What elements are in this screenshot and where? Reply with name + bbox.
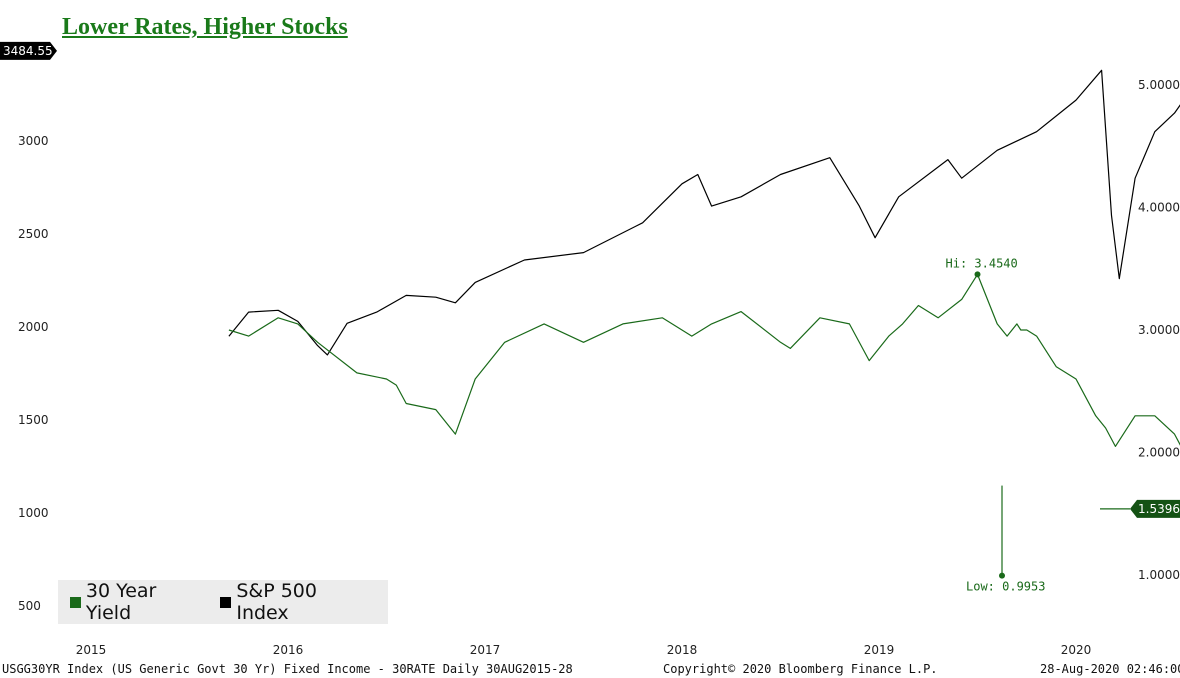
x-axis-ticks: 2015 2016 2017 2018 2019 2020 — [76, 643, 1092, 657]
legend-label-yield: 30 Year Yield — [85, 580, 157, 624]
right-tick-4.0000: 4.0000 — [1138, 201, 1180, 215]
sp500-last-value: 3484.55 — [3, 44, 53, 58]
left-tick-3000: 3000 — [18, 134, 49, 148]
chart-title: Lower Rates, Higher Stocks — [62, 14, 348, 40]
right-tick-3.0000: 3.0000 — [1138, 323, 1180, 337]
right-tick-1.0000: 1.0000 — [1138, 568, 1180, 582]
footer-left: USGG30YR Index (US Generic Govt 30 Yr) F… — [2, 662, 573, 676]
low-label: Low: 0.9953 — [966, 580, 1045, 594]
sp500-line — [228, 69, 1180, 356]
yield-last-tag — [1130, 499, 1180, 518]
legend-swatch-sp500 — [220, 596, 232, 608]
legend-label-sp500: S&P 500 Index — [236, 580, 317, 624]
left-tick-2500: 2500 — [18, 227, 49, 241]
legend-item-sp500: S&P 500 Index — [220, 580, 374, 624]
left-tick-1500: 1500 — [18, 413, 49, 427]
left-tick-1000: 1000 — [18, 506, 49, 520]
yield-line — [228, 273, 1180, 447]
footer-center: Copyright© 2020 Bloomberg Finance L.P. — [663, 662, 938, 676]
low-marker — [999, 572, 1005, 579]
legend: 30 Year Yield S&P 500 Index — [58, 580, 388, 624]
series-layer — [228, 69, 1180, 447]
annotations-layer: Hi: 3.4540 Low: 0.9953 3484.55 1.5396 — [0, 41, 1180, 594]
legend-item-yield: 30 Year Yield — [70, 580, 206, 624]
left-axis-ticks: 500 1000 1500 2000 2500 3000 — [18, 134, 49, 613]
x-tick-2018: 2018 — [667, 643, 698, 657]
footer-right: 28-Aug-2020 02:46:00 — [1040, 662, 1180, 676]
x-tick-2015: 2015 — [76, 643, 107, 657]
right-axis-ticks: 1.0000 2.0000 3.0000 4.0000 5.0000 — [1138, 78, 1180, 582]
x-tick-2017: 2017 — [470, 643, 501, 657]
x-tick-2016: 2016 — [273, 643, 304, 657]
high-label: Hi: 3.4540 — [946, 256, 1018, 270]
high-marker — [974, 271, 981, 278]
left-tick-2000: 2000 — [18, 320, 49, 334]
left-tick-500: 500 — [18, 599, 41, 613]
sp500-last-tag — [0, 41, 57, 60]
x-tick-2020: 2020 — [1061, 643, 1092, 657]
legend-swatch-yield — [70, 596, 81, 608]
yield-last-value: 1.5396 — [1138, 502, 1180, 516]
right-tick-2.0000: 2.0000 — [1138, 446, 1180, 460]
x-tick-2019: 2019 — [864, 643, 895, 657]
right-tick-5.0000: 5.0000 — [1138, 78, 1180, 92]
